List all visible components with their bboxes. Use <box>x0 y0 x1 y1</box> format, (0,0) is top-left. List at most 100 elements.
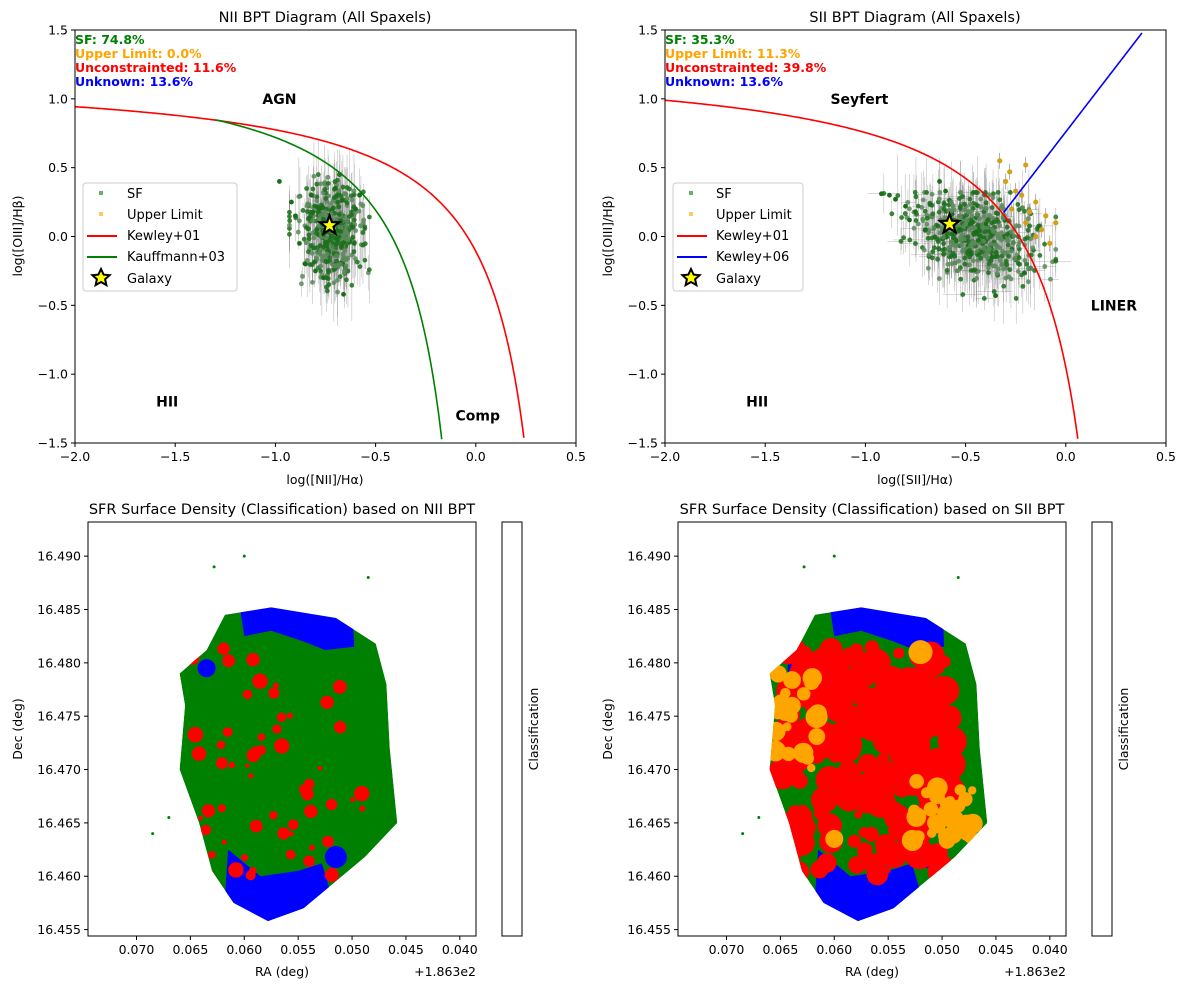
sf-point <box>323 258 329 264</box>
y-tick-label: 16.460 <box>37 869 81 884</box>
upper-limit-region <box>968 786 977 795</box>
y-tick-label: −0.5 <box>38 298 68 313</box>
sf-point <box>327 255 332 260</box>
sf-point <box>304 258 310 263</box>
legend-kewley01-label: Kewley+01 <box>127 229 200 244</box>
sf-point <box>937 179 942 184</box>
upper-limit-region <box>929 788 945 805</box>
sf-point <box>326 269 332 275</box>
unconstrained-region <box>187 726 204 743</box>
sf-point <box>925 235 931 241</box>
sf-point <box>972 267 978 273</box>
sii-map-xlabel: RA (deg) <box>845 964 899 979</box>
sf-point <box>957 204 963 209</box>
unconstrained-region <box>308 844 315 851</box>
region-label: HII <box>156 395 178 411</box>
y-tick-label: 1.0 <box>48 91 68 106</box>
sf-point <box>943 188 948 194</box>
nii-map-frame <box>87 521 477 937</box>
stat-label: SF: 35.3% <box>665 32 735 47</box>
unconstrained-region <box>272 724 282 734</box>
sf-point <box>911 225 917 231</box>
sii-bpt-data-layer <box>665 32 1143 439</box>
sf-point <box>983 221 989 227</box>
stray-pixel <box>151 832 155 836</box>
unconstrained-region <box>867 859 885 877</box>
x-tick-label: 0.065 <box>762 942 798 957</box>
legend-kauffmann03-label: Kauffmann+03 <box>127 250 225 265</box>
unconstrained-region <box>221 839 227 845</box>
sf-point <box>921 247 927 253</box>
sf-point <box>1019 272 1024 278</box>
kauffmann-03-curve <box>215 118 443 440</box>
sf-point <box>299 281 304 287</box>
x-tick-label: 0.0 <box>466 449 486 464</box>
legend-sf-marker <box>689 191 693 195</box>
sf-point <box>296 218 302 224</box>
y-tick-label: 16.470 <box>37 762 81 777</box>
stat-label: Upper Limit: 0.0% <box>75 46 202 61</box>
y-tick-label: 16.475 <box>627 709 671 724</box>
sf-point <box>1053 247 1059 252</box>
sf-point <box>960 194 965 199</box>
x-tick-label: −1.5 <box>160 449 190 464</box>
sf-point <box>985 217 991 222</box>
legend-upper-limit-label: Upper Limit <box>127 208 203 223</box>
sf-point <box>1025 216 1031 222</box>
x-tick-label: 0.0 <box>1056 449 1076 464</box>
nii-map-colorbar <box>501 521 523 937</box>
unconstrained-region <box>240 854 249 862</box>
y-tick-label: 16.465 <box>627 815 671 830</box>
sf-point <box>293 213 298 219</box>
legend-galaxy-star-icon <box>680 266 702 288</box>
sf-point <box>358 201 364 207</box>
sf-point <box>331 195 337 200</box>
sf-point <box>350 224 356 230</box>
sf-point <box>1008 248 1014 254</box>
sf-point <box>342 248 348 253</box>
y-tick-label: −1.0 <box>38 367 68 382</box>
upper-limit-region <box>939 797 954 812</box>
nii-bpt-xlabel: log([NII]/Hα) <box>286 472 363 487</box>
sf-point <box>906 206 912 212</box>
sf-point <box>310 186 316 192</box>
sf-point <box>300 208 306 213</box>
sf-point <box>343 214 349 220</box>
legend-sf-label: SF <box>716 187 732 202</box>
sf-point <box>339 197 345 202</box>
upper-limit-point <box>1023 220 1029 226</box>
sf-point <box>311 235 317 241</box>
sf-point <box>304 225 309 230</box>
unconstrained-region <box>246 652 260 667</box>
sf-point <box>314 181 320 187</box>
sf-point <box>977 233 983 239</box>
unconstrained-region <box>304 804 318 819</box>
sf-point <box>936 276 942 282</box>
sf-point <box>1015 268 1021 274</box>
y-tick-label: 16.480 <box>627 655 671 670</box>
sf-point <box>907 217 912 223</box>
unconstrained-region <box>216 740 226 750</box>
legend-galaxy-label: Galaxy <box>716 272 761 287</box>
sf-point <box>318 263 324 269</box>
sf-point <box>905 199 911 205</box>
sf-point <box>314 231 320 237</box>
y-tick-label: 1.5 <box>48 23 68 38</box>
sf-point <box>969 213 974 219</box>
nii-colorbar-label: Classification <box>526 688 541 771</box>
sii-map-colorbar <box>1091 521 1113 937</box>
sf-point <box>344 257 350 262</box>
sf-point <box>360 230 366 235</box>
sf-point <box>333 185 338 191</box>
sf-point <box>329 261 335 267</box>
unconstrained-region <box>228 761 236 769</box>
region-label: AGN <box>262 92 296 108</box>
sf-point <box>317 212 323 218</box>
sf-point <box>971 258 976 263</box>
sf-point <box>341 291 346 297</box>
unconstrained-region <box>300 787 314 801</box>
sf-point <box>950 250 956 256</box>
sf-point <box>289 199 294 205</box>
sf-point <box>889 211 895 217</box>
unconstrained-region <box>875 665 907 698</box>
